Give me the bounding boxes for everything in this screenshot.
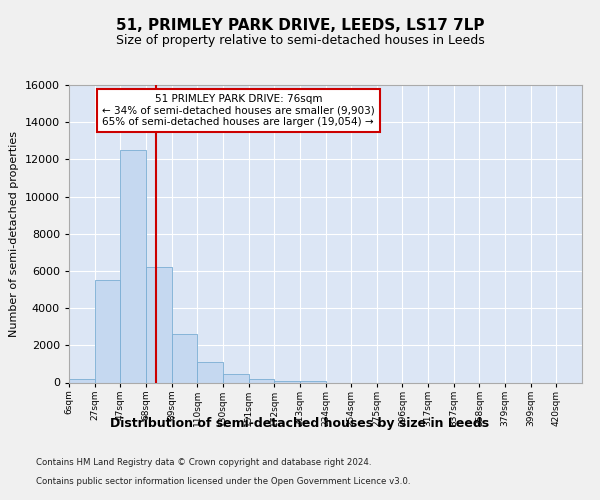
Y-axis label: Number of semi-detached properties: Number of semi-detached properties (9, 130, 19, 337)
Text: 51, PRIMLEY PARK DRIVE, LEEDS, LS17 7LP: 51, PRIMLEY PARK DRIVE, LEEDS, LS17 7LP (116, 18, 484, 32)
Text: Distribution of semi-detached houses by size in Leeds: Distribution of semi-detached houses by … (110, 418, 490, 430)
Bar (300, 381, 325, 382)
Bar (197, 362, 223, 382)
Text: Contains HM Land Registry data © Crown copyright and database right 2024.: Contains HM Land Registry data © Crown c… (36, 458, 371, 467)
Bar (223, 374, 248, 382)
Bar (274, 380, 300, 382)
Bar (121, 150, 146, 382)
Bar (146, 267, 172, 382)
Text: Contains public sector information licensed under the Open Government Licence v3: Contains public sector information licen… (36, 476, 410, 486)
Bar (69, 379, 95, 382)
Text: 51 PRIMLEY PARK DRIVE: 76sqm
← 34% of semi-detached houses are smaller (9,903)
6: 51 PRIMLEY PARK DRIVE: 76sqm ← 34% of se… (102, 94, 374, 127)
Bar (172, 334, 197, 382)
Bar (95, 280, 121, 382)
Text: Size of property relative to semi-detached houses in Leeds: Size of property relative to semi-detach… (116, 34, 484, 47)
Bar (248, 379, 274, 382)
